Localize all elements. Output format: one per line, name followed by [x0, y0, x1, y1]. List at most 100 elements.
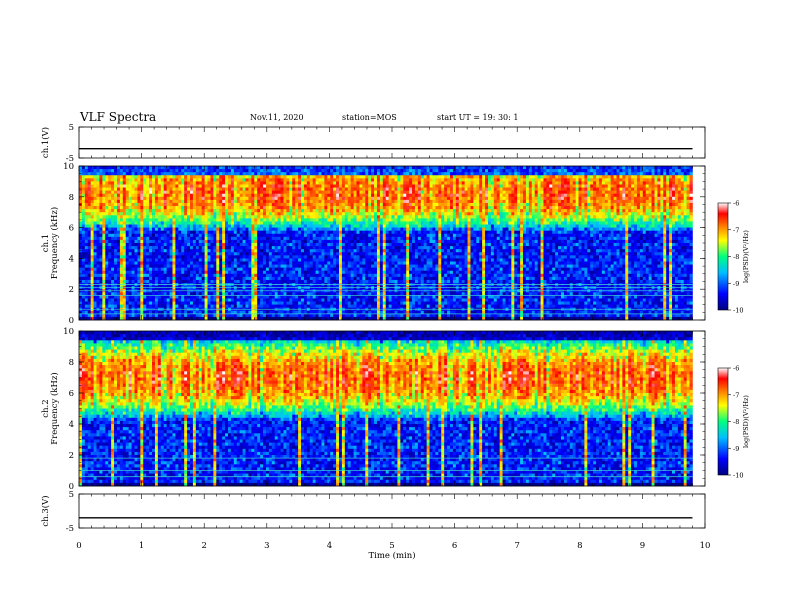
spectrogram-cell — [91, 252, 94, 255]
spectrogram-cell — [351, 305, 354, 308]
spectrogram-cell — [295, 203, 298, 206]
spectrogram-cell — [257, 209, 260, 212]
spectrogram-cell — [234, 221, 237, 224]
spectrogram-cell — [225, 252, 228, 255]
spectrogram-cell — [149, 246, 152, 249]
spectrogram-cell — [251, 231, 254, 234]
spectrogram-cell — [354, 268, 357, 271]
spectrogram-cell — [266, 268, 269, 271]
spectrogram-cell — [158, 243, 161, 246]
spectrogram-cell — [140, 268, 143, 271]
spectrogram-cell — [108, 188, 111, 191]
spectrogram-cell — [225, 221, 228, 224]
spectrogram-cell — [283, 206, 286, 209]
spectrogram-cell — [158, 302, 161, 305]
spectrogram-cell — [123, 243, 126, 246]
spectrogram-cell — [132, 240, 135, 243]
spectrogram-cell — [275, 271, 278, 274]
spectrogram-cell — [225, 314, 228, 317]
spectrogram-cell — [91, 243, 94, 246]
spectrogram-cell — [85, 237, 88, 240]
spectrogram-cell — [243, 188, 246, 191]
spectrogram-cell — [237, 314, 240, 317]
spectrogram-cell — [316, 302, 319, 305]
spectrogram-cell — [120, 255, 123, 258]
spectrogram-cell — [99, 178, 102, 181]
spectrogram-cell — [99, 274, 102, 277]
spectrogram-cell — [117, 295, 120, 298]
spectrogram-cell — [281, 225, 284, 228]
spectrogram-cell — [272, 302, 275, 305]
spectrogram-cell — [152, 237, 155, 240]
spectrogram-cell — [357, 271, 360, 274]
spectrogram-cell — [225, 172, 228, 175]
spectrogram-cell — [193, 188, 196, 191]
spectrogram-cell — [362, 234, 365, 237]
spectrogram-cell — [254, 277, 257, 280]
spectrogram-cell — [135, 268, 138, 271]
spectrogram-cell — [368, 175, 371, 178]
spectrogram-cell — [123, 218, 126, 221]
spectrogram-cell — [333, 280, 336, 283]
spectrogram-cell — [202, 181, 205, 184]
spectrogram-cell — [170, 172, 173, 175]
spectrogram-cell — [149, 169, 152, 172]
spectrogram-cell — [219, 206, 222, 209]
spectrogram-cell — [292, 240, 295, 243]
spectrogram-cell — [135, 237, 138, 240]
spectrogram-cell — [339, 221, 342, 224]
spectrogram-cell — [88, 314, 91, 317]
spectrogram-cell — [184, 200, 187, 203]
spectrogram-cell — [321, 265, 324, 268]
spectrogram-cell — [295, 240, 298, 243]
spectrogram-cell — [123, 261, 126, 264]
spectrogram-cell — [199, 237, 202, 240]
spectrogram-cell — [336, 237, 339, 240]
spectrogram-cell — [105, 209, 108, 212]
spectrogram-cell — [190, 225, 193, 228]
spectrogram-cell — [278, 305, 281, 308]
spectrogram-cell — [348, 277, 351, 280]
spectrogram-cell — [257, 240, 260, 243]
spectrogram-cell — [304, 240, 307, 243]
spectrogram-cell — [368, 203, 371, 206]
spectrogram-cell — [324, 255, 327, 258]
spectrogram-cell — [275, 181, 278, 184]
spectrogram-cell — [225, 277, 228, 280]
spectrogram-cell — [190, 194, 193, 197]
spectrogram-cell — [97, 169, 100, 172]
spectrogram-cell — [167, 175, 170, 178]
spectrogram-cell — [196, 184, 199, 187]
spectrogram-cell — [295, 277, 298, 280]
spectrogram-cell — [307, 178, 310, 181]
spectrogram-cell — [257, 215, 260, 218]
spectrogram-cell — [108, 178, 111, 181]
spectrogram-cell — [295, 166, 298, 169]
spectrogram-cell — [257, 234, 260, 237]
spectrogram-cell — [240, 197, 243, 200]
spectrogram-cell — [257, 181, 260, 184]
spectrogram-cell — [357, 268, 360, 271]
spectrogram-cell — [184, 169, 187, 172]
spectrogram-cell — [108, 209, 111, 212]
spectrogram-cell — [342, 188, 345, 191]
spectrogram-cell — [175, 175, 178, 178]
spectrogram-cell — [158, 212, 161, 215]
spectrogram-cell — [266, 197, 269, 200]
spectrogram-cell — [351, 200, 354, 203]
spectrogram-cell — [123, 305, 126, 308]
spectrogram-cell — [251, 265, 254, 268]
spectrogram-cell — [210, 212, 213, 215]
spectrogram-cell — [129, 212, 132, 215]
spectrogram-cell — [345, 191, 348, 194]
spectrogram-cell — [88, 298, 91, 301]
spectrogram-cell — [251, 249, 254, 252]
spectrogram-cell — [222, 194, 225, 197]
spectrogram-cell — [82, 212, 85, 215]
spectrogram-cell — [199, 166, 202, 169]
spectrogram-cell — [172, 169, 175, 172]
spectrogram-cell — [254, 280, 257, 283]
spectrogram-cell — [88, 225, 91, 228]
spectrogram-cell — [316, 305, 319, 308]
spectrogram-cell — [307, 175, 310, 178]
